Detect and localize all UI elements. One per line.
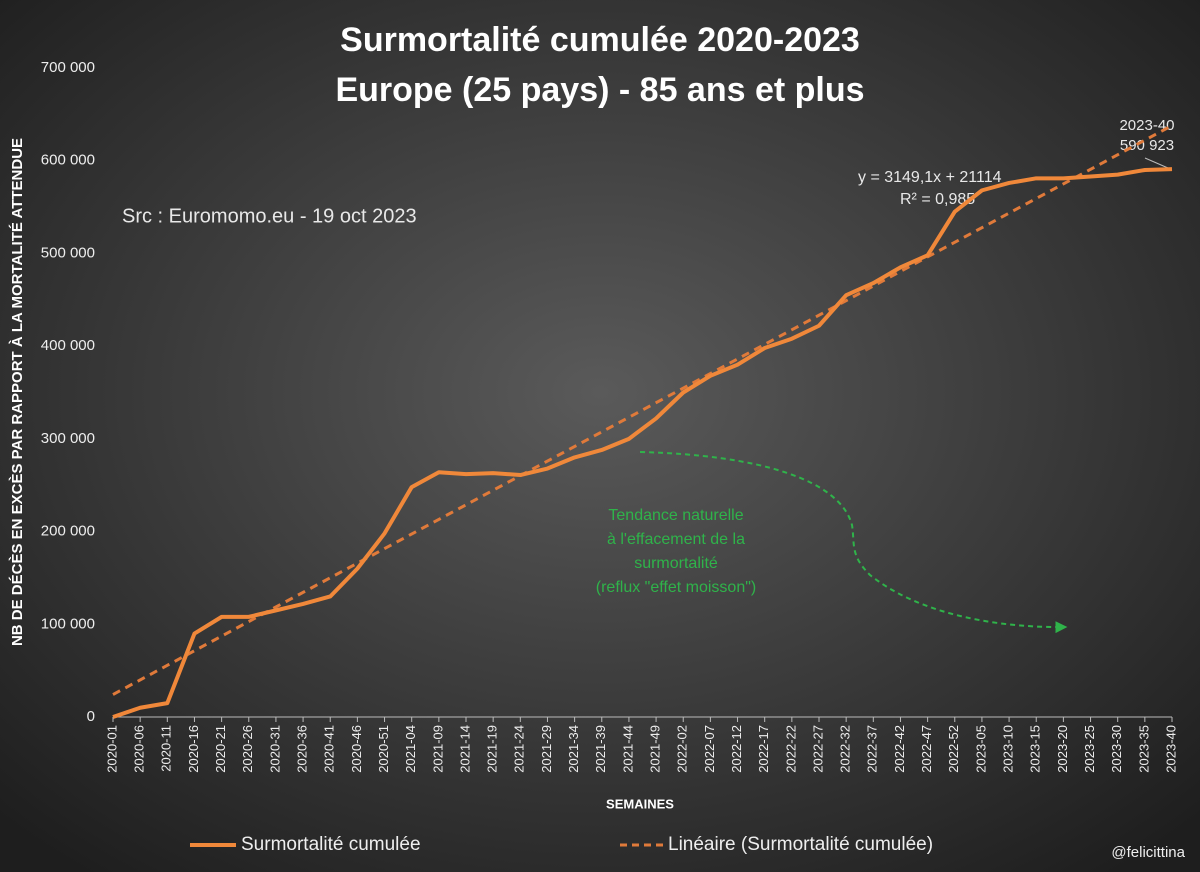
x-tick-label: 2021-09 (430, 725, 445, 773)
x-tick-label: 2021-04 (403, 725, 418, 773)
x-tick-label: 2023-05 (973, 725, 988, 773)
y-tick-label: 0 (87, 708, 95, 725)
y-tick-label: 500 000 (41, 244, 95, 261)
x-tick-label: 2022-17 (756, 725, 771, 773)
x-tick-label: 2021-34 (566, 725, 581, 773)
leader-line (1144, 157, 1169, 169)
chart-title: Surmortalité cumulée 2020-2023 (340, 21, 860, 59)
annotation-text: Tendance naturelle (608, 507, 743, 524)
x-tick-label: 2021-39 (593, 725, 608, 773)
trend-r2: R² = 0,985 (900, 191, 975, 208)
last-point-label: 2023-40 (1119, 117, 1174, 134)
x-tick-label: 2023-40 (1163, 725, 1178, 773)
x-axis-title: SEMAINES (606, 796, 674, 811)
x-tick-label: 2022-37 (865, 725, 880, 773)
x-tick-label: 2020-06 (132, 725, 147, 773)
x-tick-label: 2020-01 (104, 725, 119, 773)
x-tick-label: 2020-46 (349, 725, 364, 773)
x-tick-label: 2022-22 (783, 725, 798, 773)
x-tick-label: 2022-47 (919, 725, 934, 773)
x-tick-label: 2022-02 (675, 725, 690, 773)
x-tick-label: 2020-31 (267, 725, 282, 773)
x-tick-label: 2023-10 (1001, 725, 1016, 773)
chart-subtitle: Europe (25 pays) - 85 ans et plus (335, 71, 864, 109)
y-tick-label: 600 000 (41, 152, 95, 169)
y-tick-label: 100 000 (41, 615, 95, 632)
y-axis-title: NB DE DÉCÈS EN EXCÈS PAR RAPPORT À LA MO… (9, 138, 26, 646)
x-tick-label: 2022-52 (946, 725, 961, 773)
y-tick-label: 700 000 (41, 59, 95, 76)
legend-label: Surmortalité cumulée (241, 834, 421, 855)
x-tick-label: 2022-07 (702, 725, 717, 773)
x-tick-label: 2020-11 (159, 725, 174, 772)
x-tick-label: 2023-30 (1109, 725, 1124, 773)
x-tick-label: 2021-14 (457, 725, 472, 773)
x-tick-label: 2023-35 (1136, 725, 1151, 773)
x-tick-label: 2022-12 (729, 725, 744, 773)
x-tick-label: 2022-27 (810, 725, 825, 773)
x-tick-label: 2023-20 (1055, 725, 1070, 773)
annotation-text: à l'effacement de la (607, 531, 745, 548)
x-tick-label: 2021-44 (620, 725, 635, 773)
x-tick-label: 2022-32 (838, 725, 853, 773)
x-tick-label: 2021-29 (539, 725, 554, 773)
annotation-arrow (639, 451, 1068, 634)
x-tick-label: 2021-19 (485, 725, 500, 773)
x-tick-label: 2021-24 (512, 725, 527, 773)
x-tick-label: 2020-51 (376, 725, 391, 773)
last-point-label: 590 923 (1120, 137, 1174, 154)
x-tick-label: 2023-25 (1082, 725, 1097, 773)
y-tick-label: 300 000 (41, 430, 95, 447)
x-tick-label: 2020-26 (240, 725, 255, 773)
x-tick-label: 2021-49 (648, 725, 663, 773)
y-tick-label: 200 000 (41, 523, 95, 540)
x-tick-label: 2020-21 (213, 725, 228, 773)
trend-equation: y = 3149,1x + 21114 (858, 169, 1002, 186)
watermark: @felicittina (1111, 844, 1185, 861)
x-tick-label: 2022-42 (892, 725, 907, 773)
series-line (112, 167, 1173, 719)
y-tick-label: 400 000 (41, 337, 95, 354)
source: Src : Euromomo.eu - 19 oct 2023 (122, 205, 417, 227)
annotation-text: (reflux "effet moisson") (596, 579, 756, 596)
x-tick-label: 2023-15 (1028, 725, 1043, 773)
x-tick-label: 2020-16 (186, 725, 201, 773)
legend-label: Linéaire (Surmortalité cumulée) (668, 834, 933, 855)
x-tick-label: 2020-41 (322, 725, 337, 773)
trend-line (112, 124, 1173, 696)
x-tick-label: 2020-36 (295, 725, 310, 773)
annotation-text: surmortalité (634, 555, 718, 572)
